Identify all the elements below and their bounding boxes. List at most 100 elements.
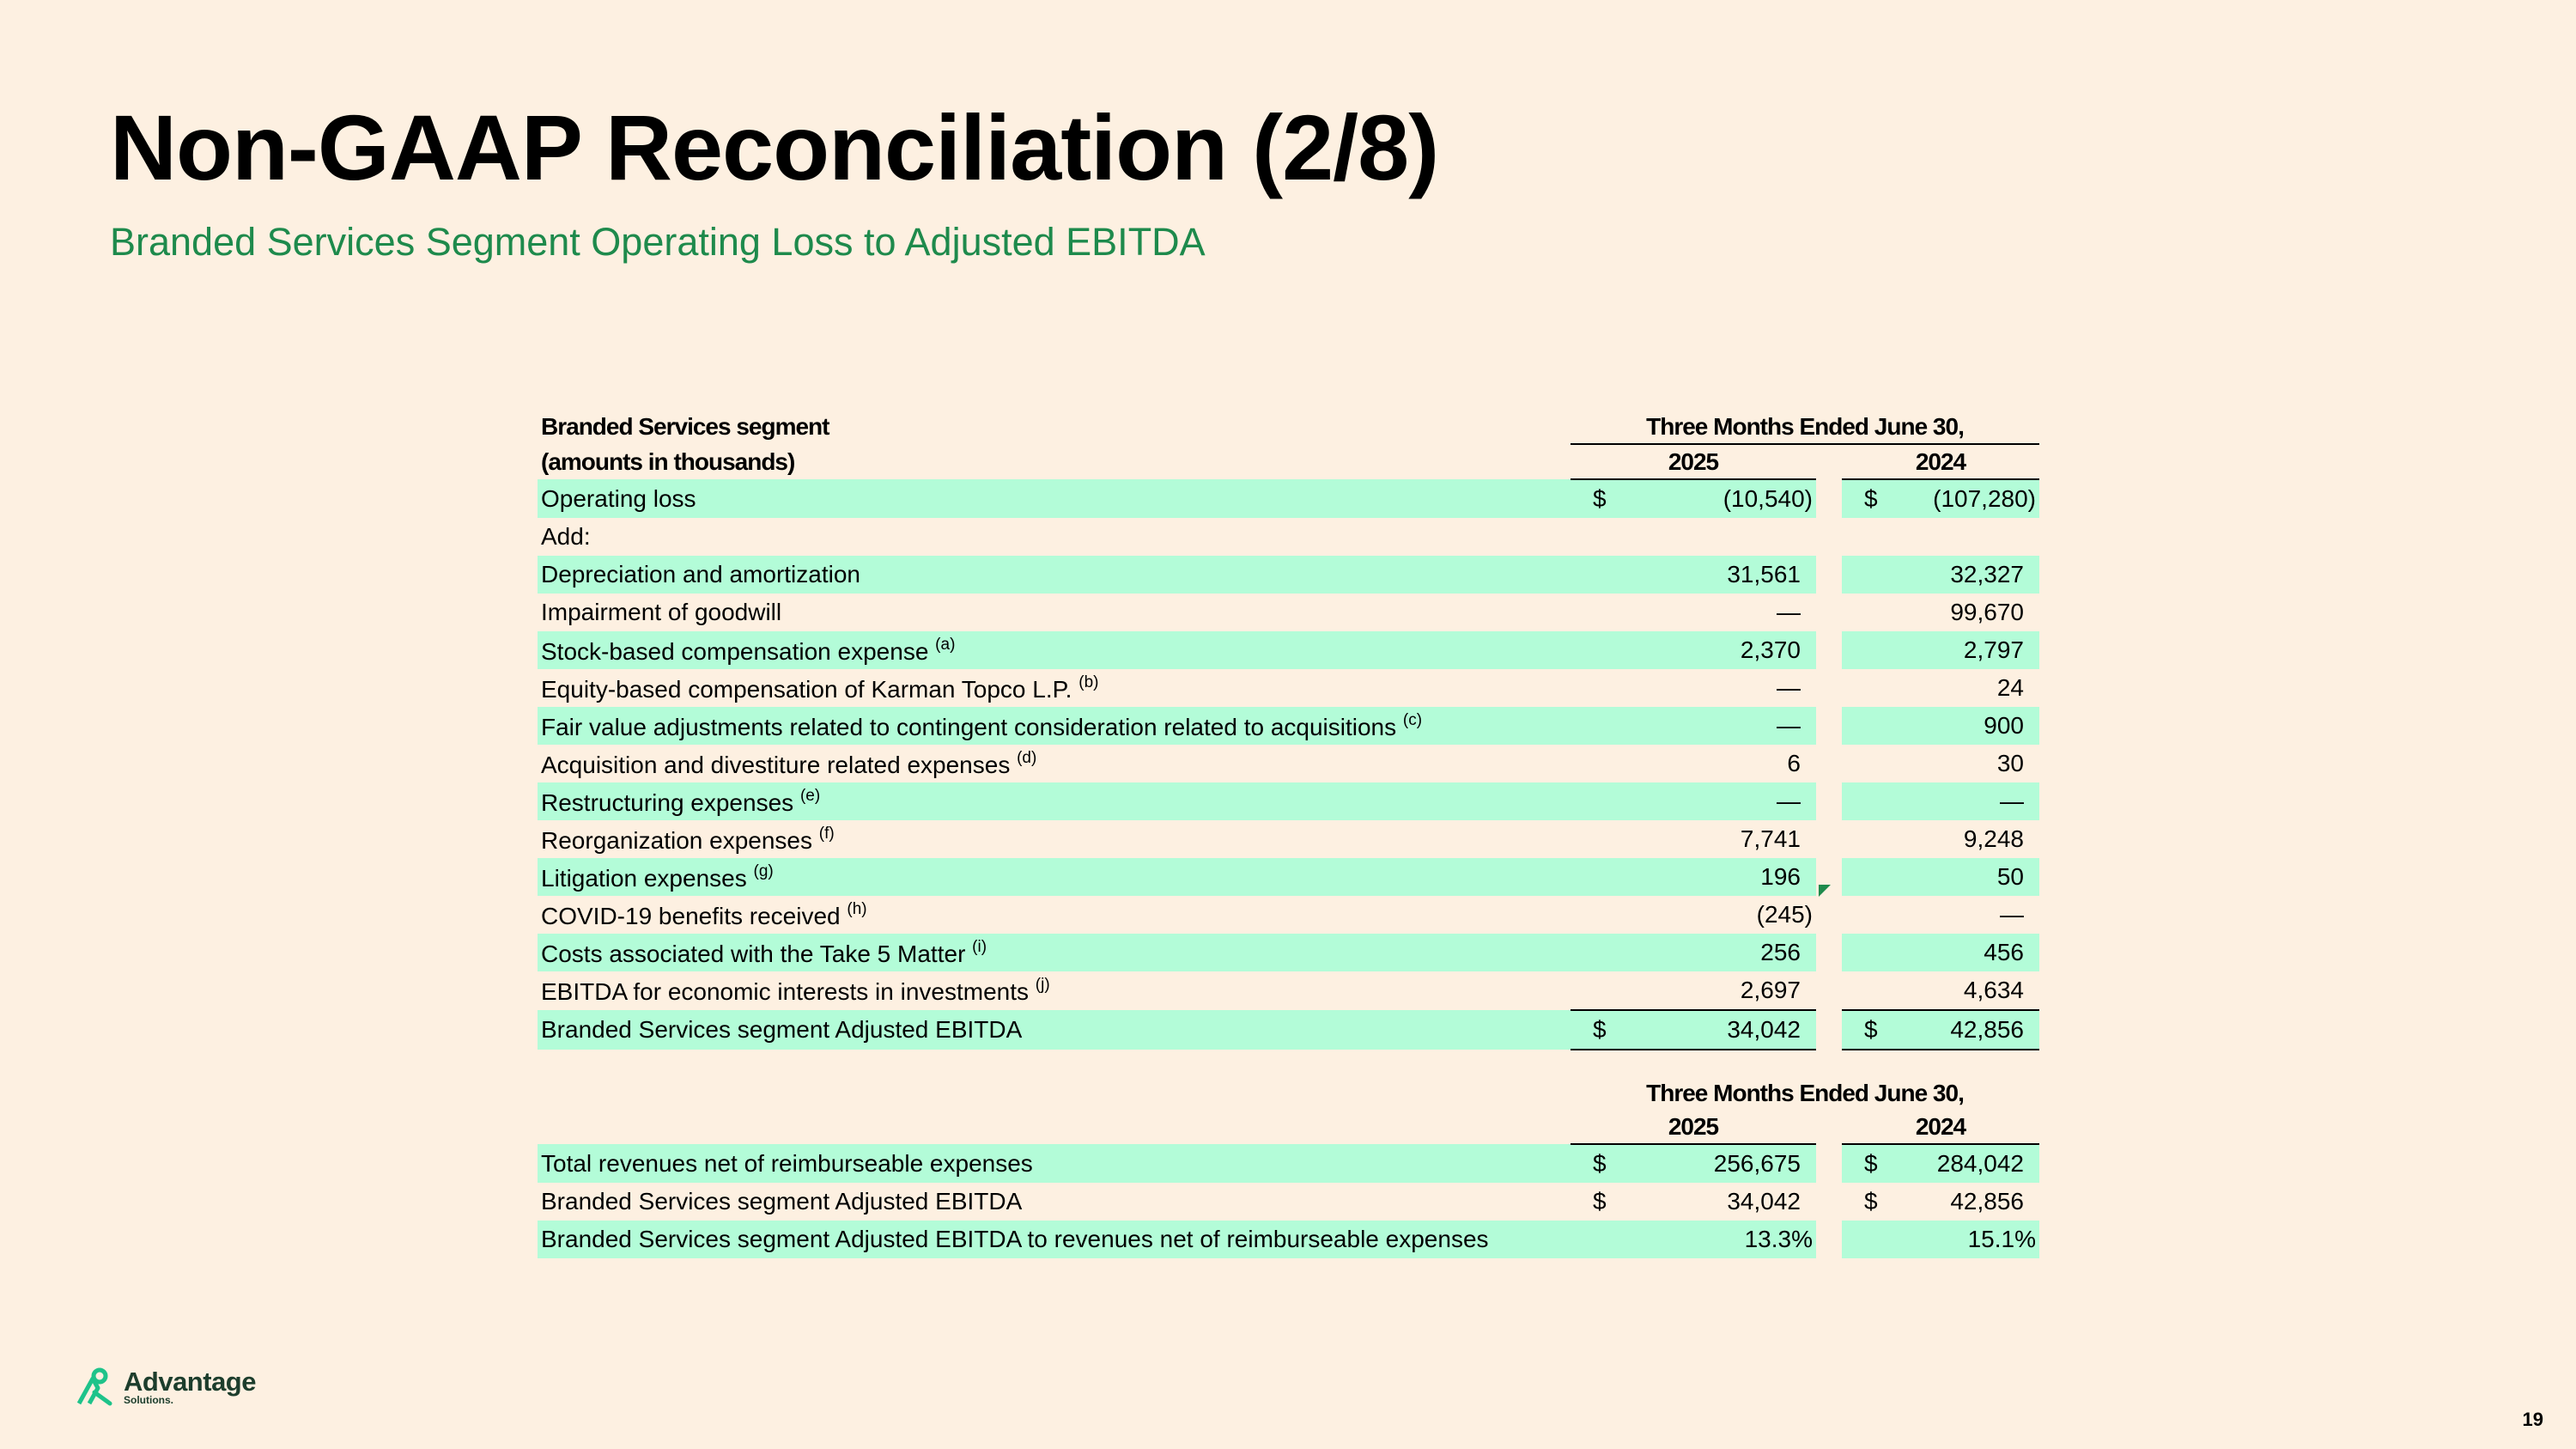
- row-label: Costs associated with the Take 5 Matter …: [538, 934, 1571, 971]
- column-header-2024: 2024: [1842, 444, 2039, 480]
- row-label: EBITDA for economic interests in investm…: [538, 971, 1571, 1010]
- row-label: Fair value adjustments related to contin…: [538, 707, 1571, 745]
- currency-symbol-2024: [1842, 707, 1876, 745]
- column-spacer: [1816, 1010, 1842, 1050]
- row-label-text: Add:: [541, 523, 591, 550]
- table-row: Restructuring expenses (e) — —: [538, 782, 2039, 820]
- currency-symbol-2024: [1842, 745, 1876, 782]
- currency-symbol-2025: [1571, 556, 1605, 594]
- row-label: Add:: [538, 518, 1571, 556]
- currency-symbol-2024: [1842, 971, 1876, 1010]
- value-2025: 2,370: [1605, 631, 1816, 669]
- value-2024: 284,042: [1876, 1144, 2039, 1183]
- row-label: Equity-based compensation of Karman Topc…: [538, 669, 1571, 707]
- column-spacer: [1816, 745, 1842, 782]
- table-row: Stock-based compensation expense (a) 2,37…: [538, 631, 2039, 669]
- value-2025: —: [1605, 782, 1816, 820]
- value-2024: 30: [1996, 750, 2024, 776]
- row-label-text: Depreciation and amortization: [541, 561, 860, 588]
- value-2024: —: [1876, 782, 2039, 820]
- value-2024: 2,797: [1876, 631, 2039, 669]
- value-2025: 6: [1787, 750, 1801, 776]
- column-spacer: [1816, 631, 1842, 669]
- currency-symbol-2024: [1842, 518, 1876, 556]
- currency-symbol-2024: $: [1842, 1144, 1878, 1183]
- row-label: Restructuring expenses (e): [538, 782, 1571, 820]
- column-spacer: [1816, 782, 1842, 820]
- currency-symbol-2024: [1842, 631, 1876, 669]
- currency-symbol-2024: [1842, 669, 1876, 707]
- row-label: Stock-based compensation expense (a): [538, 631, 1571, 669]
- currency-symbol-2025: $: [1571, 1009, 1607, 1050]
- currency-symbol-2024: $: [1842, 479, 1878, 518]
- table-row: Litigation expenses (g) 196 50: [538, 858, 2039, 896]
- logo-wordmark: Advantage: [124, 1366, 256, 1397]
- table-row: Branded Services segment Adjusted EBITDA…: [538, 1183, 2039, 1221]
- row-label-text: Operating loss: [541, 484, 696, 512]
- reconciliation-table: Branded Services segment Three Months En…: [538, 410, 2039, 1050]
- table-row: Total revenues net of reimburseable expe…: [538, 1144, 2039, 1183]
- column-spacer: [1816, 707, 1842, 745]
- currency-symbol-2025: [1571, 820, 1605, 858]
- value-2024: 42,856: [1876, 1009, 2039, 1050]
- value-2025: [1605, 518, 1816, 556]
- row-label-text: Costs associated with the Take 5 Matter: [541, 940, 966, 967]
- period-header: Three Months Ended June 30,: [1571, 410, 2039, 445]
- currency-symbol-2024: $: [1864, 1188, 1878, 1215]
- row-label: Branded Services segment Adjusted EBITDA…: [538, 1221, 1571, 1258]
- row-label: Litigation expenses (g): [538, 858, 1571, 896]
- row-label-text: Acquisition and divestiture related expe…: [541, 751, 1011, 778]
- value-2024: 50: [1876, 858, 2039, 896]
- logo-subtext: Solutions.: [124, 1393, 173, 1406]
- value-2024: 99,670: [1950, 599, 2024, 625]
- currency-symbol-2025: [1571, 782, 1605, 820]
- column-header-2025-2: 2025: [1571, 1110, 1816, 1145]
- currency-symbol-2025: $: [1593, 1188, 1607, 1215]
- table-header-segment: Branded Services segment: [541, 413, 830, 440]
- row-label-text: COVID-19 benefits received: [541, 902, 841, 929]
- column-header-2024-2: 2024: [1842, 1110, 2039, 1145]
- value-2024: 900: [1876, 707, 2039, 745]
- table-row: Acquisition and divestiture related expe…: [538, 745, 2039, 782]
- page-title: Non-GAAP Reconciliation (2/8): [110, 95, 1439, 199]
- currency-symbol-2025: [1571, 631, 1605, 669]
- currency-symbol-2024: [1842, 1221, 1876, 1258]
- footnote-marker: (j): [1035, 976, 1050, 994]
- currency-symbol-2025: [1571, 934, 1605, 971]
- column-spacer: [1816, 479, 1842, 518]
- page-number: 19: [2522, 1409, 2543, 1430]
- currency-symbol-2025: [1571, 707, 1605, 745]
- ratio-table: Three Months Ended June 30, 2025 2024 To…: [538, 1076, 2039, 1258]
- advantage-logo-icon: [76, 1367, 112, 1406]
- currency-symbol-2024: [1842, 556, 1876, 594]
- row-label-text: EBITDA for economic interests in investm…: [541, 978, 1029, 1005]
- footnote-marker: (d): [1017, 748, 1037, 767]
- currency-symbol-2025: [1571, 745, 1605, 782]
- column-spacer: [1816, 1144, 1842, 1183]
- row-label-text: Branded Services segment Adjusted EBITDA: [541, 1016, 1023, 1043]
- column-spacer: [1816, 594, 1842, 631]
- currency-symbol-2025: [1571, 971, 1605, 1010]
- comment-marker-icon: [1819, 885, 1831, 897]
- table-row: Costs associated with the Take 5 Matter …: [538, 934, 2039, 971]
- footnote-marker: (h): [847, 899, 867, 918]
- currency-symbol-2025: $: [1571, 479, 1607, 518]
- value-2024: —: [2000, 901, 2024, 928]
- column-header-2025: 2025: [1571, 444, 1816, 480]
- currency-symbol-2024: [1842, 594, 1876, 631]
- currency-symbol-2025: $: [1571, 1144, 1607, 1183]
- column-spacer: [1816, 934, 1842, 971]
- column-spacer: [1816, 1183, 1842, 1221]
- page-subtitle: Branded Services Segment Operating Loss …: [110, 220, 1206, 264]
- row-label: Impairment of goodwill: [538, 594, 1571, 631]
- row-label-text: Reorganization expenses: [541, 826, 812, 854]
- table-row: Depreciation and amortization 31,561 32,32…: [538, 556, 2039, 594]
- value-2024: 24: [1996, 674, 2024, 701]
- currency-symbol-2025: [1571, 518, 1605, 556]
- row-label-text: Fair value adjustments related to contin…: [541, 713, 1397, 740]
- value-2024: (107,280): [1876, 479, 2039, 518]
- column-spacer: [1816, 1221, 1842, 1258]
- currency-symbol-2025: [1571, 896, 1605, 934]
- value-2025: (245): [1756, 901, 1813, 928]
- currency-symbol-2024: $: [1842, 1009, 1878, 1050]
